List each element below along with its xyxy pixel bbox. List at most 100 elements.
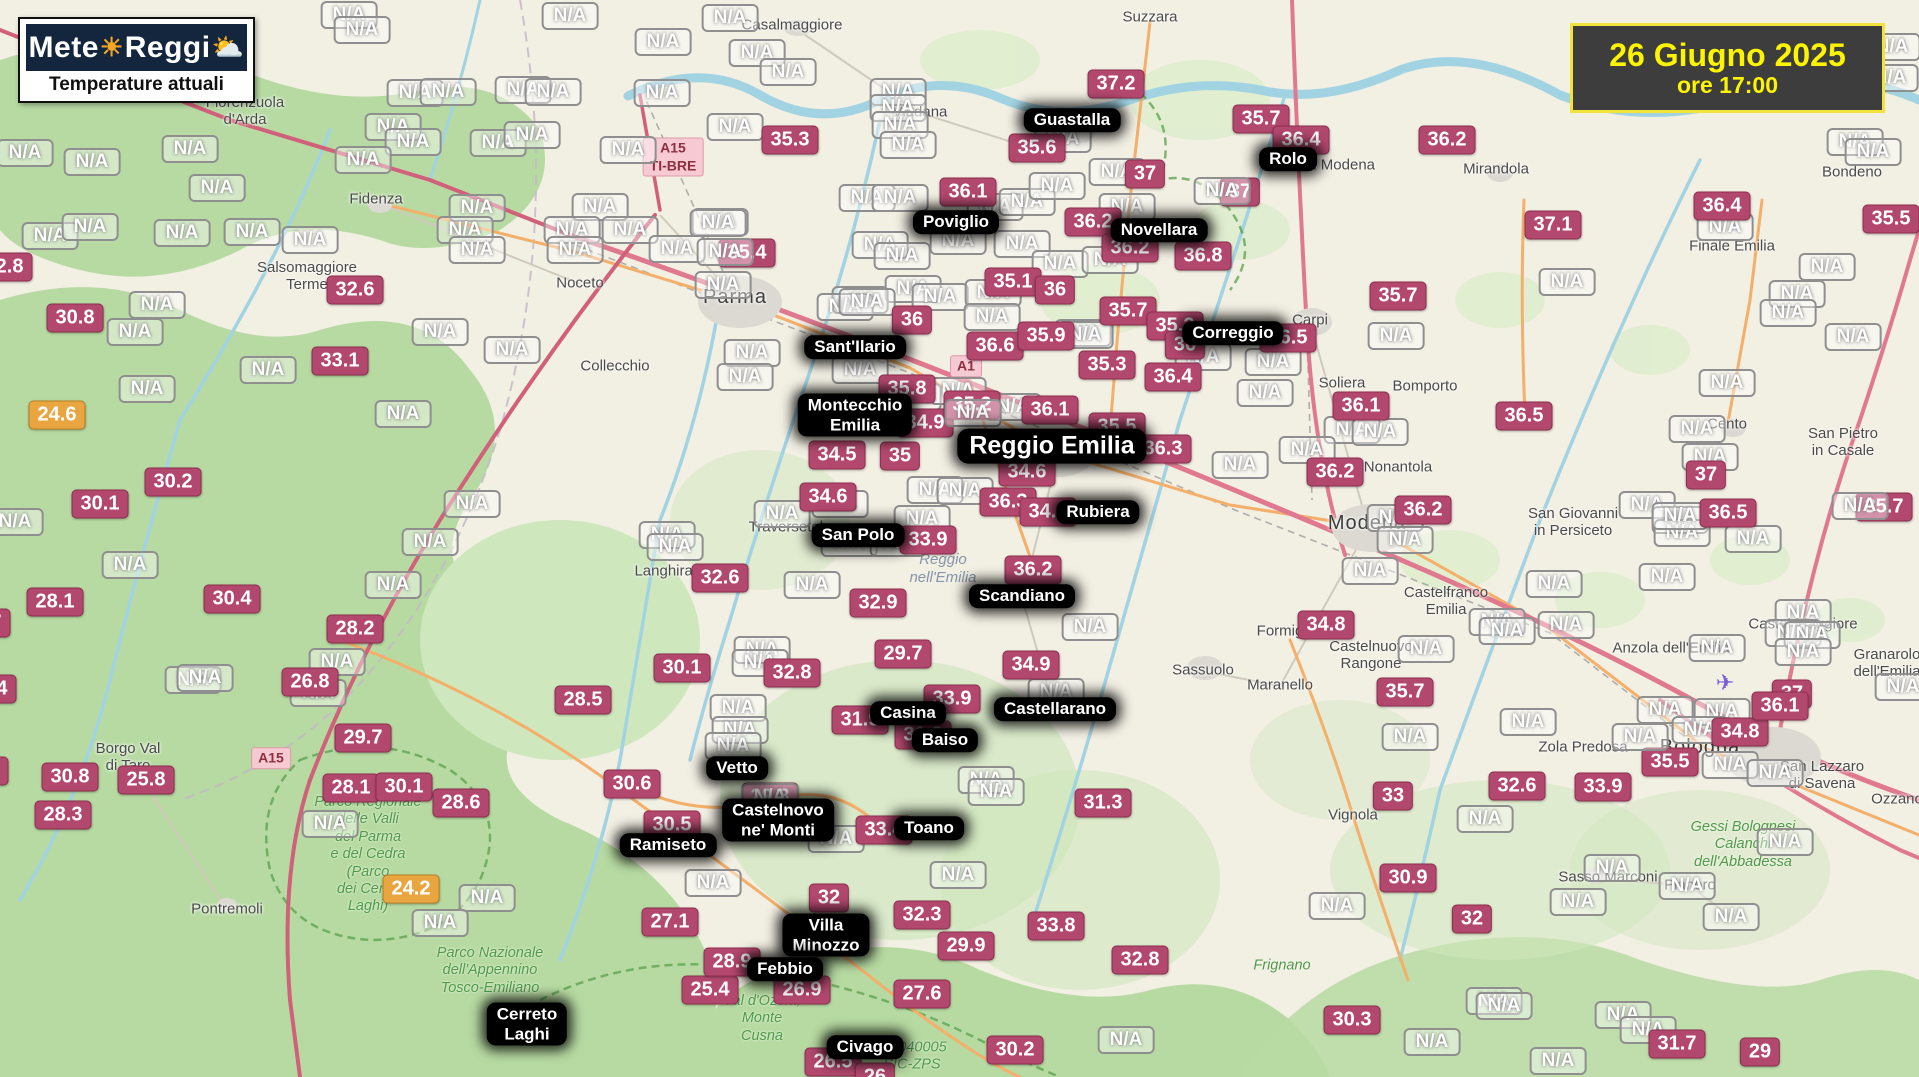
na-badge: N/A (333, 16, 391, 44)
temp-badge: 28.3 (34, 800, 92, 830)
temp-badge: 34.9 (1002, 650, 1060, 680)
na-badge: N/A (723, 339, 781, 367)
city-label: Ramiseto (619, 833, 717, 857)
map-town-label: Modena (1327, 511, 1407, 534)
na-badge: N/A (1774, 638, 1832, 666)
airport-icon: ✈ (1715, 670, 1735, 695)
na-badge: N/A (851, 231, 909, 259)
temp-badge: 37 (1124, 159, 1166, 189)
na-badge: N/A (1698, 369, 1756, 397)
na-badge: N/A (106, 318, 164, 346)
na-badge: N/A (728, 39, 786, 67)
na-badge: N/A (1031, 250, 1089, 278)
temp-badge: 30.2 (986, 1035, 1044, 1065)
na-badge: N/A (1367, 322, 1425, 350)
temp-badge: 32.3 (893, 900, 951, 930)
city-label: Toano (894, 816, 964, 840)
na-badge: N/A (753, 500, 811, 528)
city-label: Reggio Emilia (957, 428, 1147, 464)
park-label: Gessi Bolognesi Calanchi dell'Abbadessa (1690, 818, 1796, 870)
na-badge: N/A (0, 139, 54, 167)
na-badge: N/A (1831, 492, 1889, 520)
temp-badge: 35.5 (1862, 204, 1919, 234)
city-label: Casina (870, 701, 946, 725)
na-badge: N/A (320, 1, 378, 29)
na-badge: N/A (633, 79, 691, 107)
temp-badge: 30.8 (46, 303, 104, 333)
na-badge: N/A (1824, 323, 1882, 351)
na-badge: N/A (1826, 128, 1884, 156)
map-town-label: Fidenza (349, 190, 403, 208)
city-label: Sant'Ilario (804, 335, 906, 359)
na-badge: N/A (879, 131, 937, 159)
temp-badge: 24.6 (28, 400, 86, 430)
na-badge: N/A (706, 113, 764, 141)
city-label: Guastalla (1023, 108, 1121, 132)
na-badge: N/A (1638, 563, 1696, 591)
na-badge: N/A (448, 236, 506, 264)
temp-badge: 24.2 (382, 874, 440, 904)
na-badge: N/A (364, 113, 422, 141)
na-badge: N/A (101, 551, 159, 579)
temp-badge: 36.5 (1495, 401, 1553, 431)
map-town-label: San Giovanni in Persiceto (1527, 505, 1619, 539)
temp-badge: 28.1 (322, 773, 380, 803)
na-badge: N/A (443, 490, 501, 518)
city-label: Poviglio (912, 210, 1000, 234)
na-badge: N/A (1594, 1001, 1652, 1029)
map-town-label: Pontremoli (191, 900, 263, 918)
na-badge: N/A (816, 293, 874, 321)
temp-badge: 34.5 (808, 440, 866, 470)
temp-badge: 36 (891, 305, 933, 335)
map-town-label: Maranello (1247, 676, 1313, 694)
na-badge: N/A (1478, 617, 1536, 645)
na-badge: N/A (929, 861, 987, 889)
temp-badge: 30.4 (203, 584, 261, 614)
na-badge: N/A (118, 375, 176, 403)
na-badge: N/A (711, 716, 769, 744)
temp-badge: 30.1 (375, 772, 433, 802)
map-town-label: Granarolo dell'Emilia (1853, 646, 1919, 680)
logo-box: Mete ☀ Reggi ⛅ Temperature attuali (18, 17, 255, 103)
na-badge: N/A (1756, 828, 1814, 856)
map-town-label: di Modena (1304, 156, 1376, 174)
na-badge: N/A (634, 28, 692, 56)
temp-badge: 37.1 (1524, 210, 1582, 240)
na-badge: N/A (1549, 888, 1607, 916)
na-badge: N/A (436, 216, 494, 244)
na-badge: N/A (1028, 172, 1086, 200)
map-town-label: Vignola (1328, 806, 1378, 824)
na-badge: N/A (993, 230, 1051, 258)
na-badge: N/A (1211, 451, 1269, 479)
temp-badge: 31.7 (1648, 1029, 1706, 1059)
na-badge: N/A (694, 271, 752, 299)
na-badge: N/A (1308, 892, 1366, 920)
temp-badge: 33.9 (1574, 772, 1632, 802)
temp-badge: 29.7 (334, 723, 392, 753)
temp-badge: 35.9 (1017, 321, 1075, 351)
na-badge: N/A (1465, 987, 1523, 1015)
temp-badge: 36.6 (966, 331, 1024, 361)
temp-badge: 28.2 (326, 614, 384, 644)
na-badge: N/A (1746, 759, 1804, 787)
road-shield: A1 (950, 355, 982, 377)
temp-badge: 31.3 (1074, 788, 1132, 818)
park-label: Val d'Ozola, Monte Cusna (723, 992, 801, 1044)
na-badge: N/A (1468, 608, 1526, 636)
city-label: Castellarano (993, 697, 1117, 721)
temp-badge: 35.6 (1008, 133, 1066, 163)
temp-badge: 30.1 (71, 489, 129, 519)
temp-badge: 37.2 (1087, 69, 1145, 99)
logo-subtitle: Temperature attuali (49, 74, 224, 95)
temp-badge: 36.2 (1004, 555, 1062, 585)
city-label: Correggio (1182, 321, 1284, 345)
map-town-label: Bondeno (1821, 163, 1883, 181)
temp-badge: 32.9 (849, 588, 907, 618)
na-badge: N/A (967, 778, 1025, 806)
na-badge: N/A (411, 909, 469, 937)
na-badge: N/A (1097, 1026, 1155, 1054)
temp-badge: 30.4 (0, 674, 17, 704)
city-label: Vetto (706, 756, 768, 780)
na-badge: N/A (223, 218, 281, 246)
